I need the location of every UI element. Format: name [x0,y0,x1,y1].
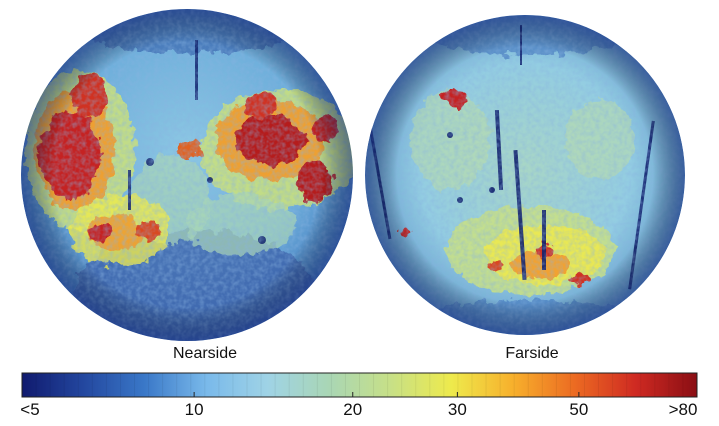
colorbar-tick-2: 20 [343,400,363,419]
colorbar-tick-3: 30 [447,400,467,419]
farside-label: Farside [505,345,559,362]
nearside-label: Nearside [172,345,238,362]
colorbar [21,372,698,398]
colorbar-tick-0: <5 [20,400,40,419]
colorbar-tick-5: >80 [668,400,698,419]
colorbar-tick-1: 10 [184,400,204,419]
colorbar-tick-4: 50 [569,400,589,419]
